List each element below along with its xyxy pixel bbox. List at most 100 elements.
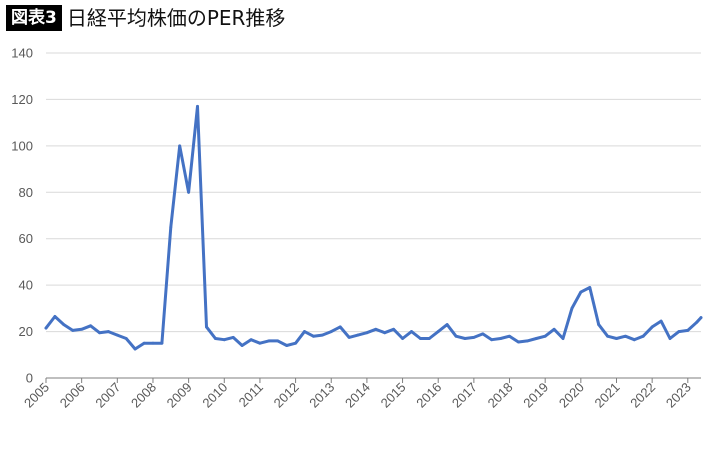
- data-point: [463, 337, 467, 340]
- y-tick-label-0: 0: [26, 371, 33, 386]
- data-point: [106, 330, 110, 333]
- data-point: [312, 334, 315, 338]
- x-tick-label-2019: 2019: [520, 380, 551, 411]
- figure-badge: 図表3: [6, 5, 62, 31]
- data-point: [508, 334, 511, 338]
- data-point: [187, 190, 191, 194]
- x-tick-label-2021: 2021: [592, 380, 623, 411]
- series-line-0: [44, 104, 703, 351]
- data-point: [606, 334, 609, 338]
- data-point: [517, 340, 520, 344]
- title-bar: 図表3 日経平均株価のPER推移: [6, 4, 285, 32]
- data-point: [98, 331, 101, 335]
- y-tick-label-100: 100: [11, 138, 33, 153]
- data-point: [632, 338, 636, 342]
- data-point: [561, 337, 565, 340]
- x-tick-label-2020: 2020: [556, 380, 587, 411]
- data-point: [115, 333, 119, 337]
- data-point: [71, 329, 75, 332]
- data-point: [427, 337, 431, 340]
- x-tick-label-2017: 2017: [449, 380, 480, 411]
- data-point: [525, 339, 529, 343]
- data-point: [418, 337, 422, 340]
- data-point: [80, 327, 84, 331]
- data-point: [597, 323, 601, 327]
- data-point: [205, 325, 208, 329]
- data-point: [588, 286, 592, 289]
- data-point: [222, 338, 226, 342]
- x-tick-label-2013: 2013: [306, 380, 337, 411]
- data-point: [543, 334, 547, 338]
- x-tick-label-2012: 2012: [271, 380, 302, 411]
- data-point: [249, 338, 253, 342]
- data-point: [89, 324, 92, 328]
- data-point: [347, 335, 351, 339]
- y-tick-label-140: 140: [11, 46, 33, 61]
- data-point: [329, 330, 333, 333]
- data-point: [410, 330, 413, 333]
- data-point: [151, 341, 155, 345]
- x-tick-label-2006: 2006: [57, 380, 88, 411]
- data-point: [294, 341, 297, 345]
- data-point: [258, 341, 262, 345]
- x-tick-label-2007: 2007: [92, 380, 123, 411]
- x-tick-label-2011: 2011: [236, 380, 266, 410]
- x-tick-label-2010: 2010: [199, 380, 230, 411]
- data-point: [196, 104, 199, 108]
- data-point: [650, 325, 654, 329]
- data-point: [240, 344, 244, 347]
- data-point: [436, 330, 440, 333]
- data-point: [699, 316, 703, 320]
- data-point: [615, 337, 618, 340]
- data-point: [169, 225, 173, 229]
- data-point: [178, 144, 182, 148]
- data-point: [454, 334, 458, 338]
- y-tick-label-40: 40: [19, 278, 33, 293]
- data-point: [534, 337, 538, 340]
- data-point: [213, 337, 217, 340]
- data-point: [365, 331, 369, 335]
- data-point: [62, 323, 66, 327]
- data-point: [659, 319, 663, 323]
- data-point: [374, 327, 378, 331]
- data-point: [579, 290, 583, 294]
- y-tick-label-20: 20: [19, 324, 33, 339]
- data-point: [624, 334, 627, 338]
- data-point: [320, 333, 324, 337]
- y-tick-label-120: 120: [11, 92, 33, 107]
- data-point: [552, 327, 556, 331]
- data-point: [267, 339, 271, 343]
- data-point: [641, 334, 645, 338]
- data-point: [44, 326, 48, 330]
- x-tick-label-2023: 2023: [663, 380, 694, 411]
- data-point: [303, 330, 306, 333]
- x-tick-label-2009: 2009: [164, 380, 195, 411]
- data-point: [53, 315, 57, 318]
- data-point: [160, 341, 164, 345]
- y-tick-label-60: 60: [19, 231, 33, 246]
- data-point: [445, 323, 449, 327]
- data-point: [570, 306, 574, 310]
- data-point: [231, 335, 235, 339]
- y-tick-label-80: 80: [19, 185, 33, 200]
- data-point: [677, 330, 681, 333]
- x-tick-label-2008: 2008: [128, 380, 159, 411]
- data-point: [695, 320, 699, 324]
- x-tick-label-2022: 2022: [627, 380, 658, 411]
- data-point: [392, 327, 396, 331]
- data-point: [481, 332, 485, 336]
- x-tick-label-2014: 2014: [342, 380, 373, 411]
- data-point: [490, 338, 494, 342]
- data-point: [133, 347, 137, 351]
- data-point: [383, 331, 387, 335]
- data-point: [686, 329, 690, 332]
- data-point: [401, 337, 404, 340]
- data-point: [276, 339, 280, 343]
- data-point: [142, 341, 146, 345]
- data-point: [124, 337, 128, 340]
- data-point: [668, 337, 672, 340]
- data-point: [338, 325, 342, 329]
- data-point: [472, 335, 476, 339]
- chart-title: 日経平均株価のPER推移: [66, 6, 286, 30]
